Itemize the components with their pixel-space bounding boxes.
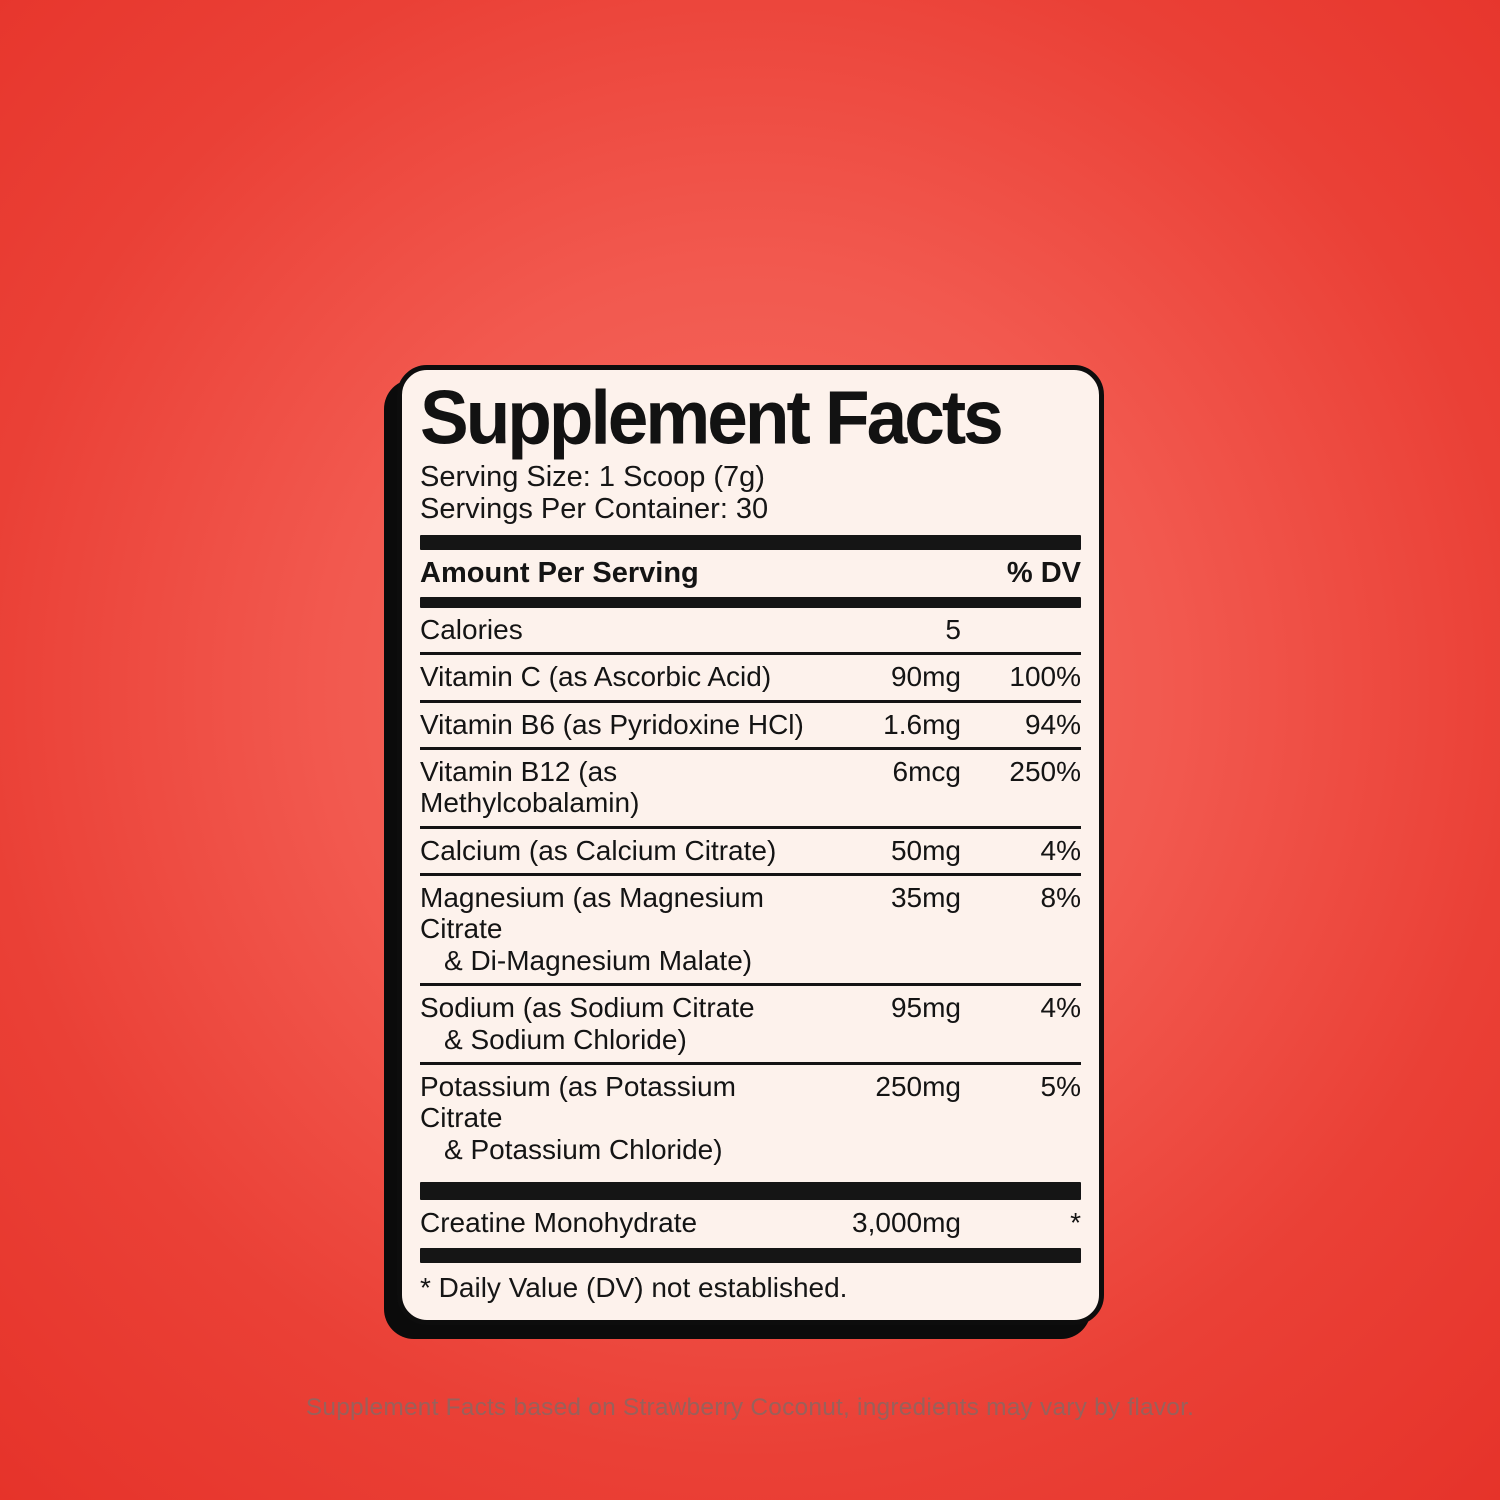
nutrient-name: Vitamin B6 (as Pyridoxine HCl) [420,708,804,740]
nutrient-name: Sodium (as Sodium Citrate [420,992,755,1024]
nutrient-amount: 6mcg [892,756,961,788]
table-row-vitamin-b6: Vitamin B6 (as Pyridoxine HCl) 1.6mg 94% [420,699,1081,747]
table-row-vitamin-c: Vitamin C (as Ascorbic Acid) 90mg 100% [420,652,1081,699]
nutrient-amount: 35mg [890,882,961,914]
nutrient-dv: 4% [1040,834,1081,866]
nutrient-amount: 50mg [890,834,961,866]
table-row-creatine: Creatine Monohydrate 3,000mg * [420,1200,1081,1246]
table-row-potassium: Potassium (as Potassium Citrate & Potass… [420,1061,1081,1172]
nutrient-dv: 94% [1024,708,1081,740]
nutrient-dv: 5% [1040,1070,1081,1102]
nutrient-name: Calories [420,613,523,645]
nutrient-name: Magnesium (as Magnesium Citrate [420,882,764,945]
nutrient-amount: 5 [945,613,961,645]
dv-footnote: * Daily Value (DV) not established. [420,1272,848,1304]
divider-bar-thick [420,1248,1081,1264]
nutrient-amount: 95mg [890,992,961,1024]
nutrient-name: Calcium (as Calcium Citrate) [420,834,777,866]
label-title: Supplement Facts [420,375,1004,461]
supplement-facts-label: Supplement Facts Serving Size: 1 Scoop (… [397,365,1104,1326]
nutrient-name: Vitamin C (as Ascorbic Acid) [420,661,772,693]
divider-bar-thick [420,1181,1081,1200]
nutrient-dv: 100% [1009,661,1081,693]
nutrient-table: Calories 5 Vitamin C (as Ascorbic Acid) … [420,608,1081,1172]
nutrient-name-line2: & Sodium Chloride) [444,1023,687,1055]
nutrient-dv: 8% [1040,882,1081,914]
servings-per-container: Servings Per Container: 30 [420,493,769,526]
nutrient-name: Potassium (as Potassium Citrate [420,1070,736,1134]
nutrient-dv: 4% [1040,992,1081,1024]
flavor-disclaimer-caption: Supplement Facts based on Strawberry Coc… [305,1394,1195,1421]
nutrient-amount: 3,000mg [852,1206,961,1238]
divider-bar-thick [420,534,1081,550]
nutrient-dv: 250% [1009,756,1081,788]
serving-size: Serving Size: 1 Scoop (7g) [420,461,765,493]
nutrient-dv: * [1070,1206,1081,1238]
nutrient-amount: 1.6mg [883,708,961,740]
table-row-calories: Calories 5 [420,608,1081,652]
nutrient-name: Vitamin B12 (as Methylcobalamin) [420,756,640,819]
nutrient-amount: 250mg [875,1070,961,1102]
nutrient-amount: 90mg [890,661,961,693]
table-header-row: Amount Per Serving % DV [420,550,1081,597]
nutrient-name: Creatine Monohydrate [420,1206,698,1238]
divider-bar-thick [420,596,1081,608]
table-row-sodium: Sodium (as Sodium Citrate & Sodium Chlor… [420,983,1081,1062]
amount-per-serving-header: Amount Per Serving [420,556,699,589]
nutrient-name-line2: & Potassium Chloride) [444,1133,723,1165]
serving-info: Serving Size: 1 Scoop (7g) Servings Per … [420,461,1081,526]
table-row-calcium: Calcium (as Calcium Citrate) 50mg 4% [420,825,1081,873]
table-row-vitamin-b12: Vitamin B12 (as Methylcobalamin) 6mcg 25… [420,747,1081,826]
percent-dv-header: % DV [1006,556,1081,589]
table-row-magnesium: Magnesium (as Magnesium Citrate & Di-Mag… [420,873,1081,983]
nutrient-name-line2: & Di-Magnesium Malate) [444,944,753,976]
